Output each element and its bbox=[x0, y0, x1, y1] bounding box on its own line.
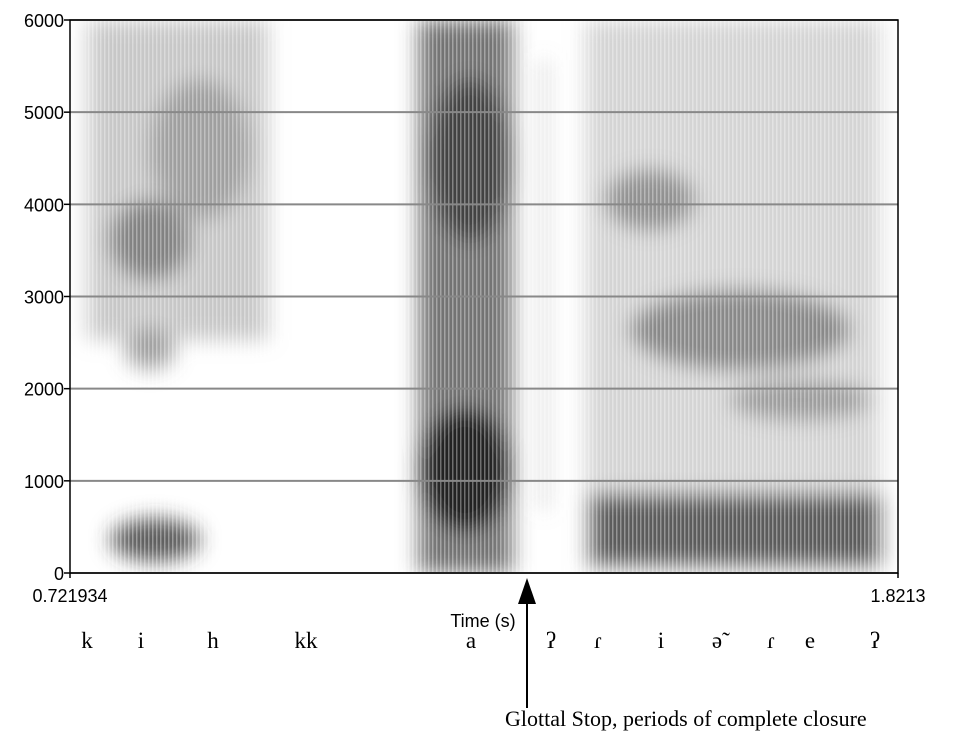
segment-label: ɾ bbox=[594, 628, 602, 653]
y-tick-label: 6000 bbox=[24, 11, 64, 31]
segment-label: kk bbox=[295, 628, 319, 653]
segment-label: a bbox=[466, 628, 476, 653]
segment-label: h bbox=[207, 628, 219, 653]
y-tick-label: 2000 bbox=[24, 380, 64, 400]
arrow-head bbox=[518, 578, 536, 604]
x-axis-label: Time (s) bbox=[450, 611, 515, 631]
x-tick-label: 1.8213 bbox=[870, 586, 925, 606]
y-tick-label: 4000 bbox=[24, 195, 64, 215]
annotation: Glottal Stop, periods of complete closur… bbox=[505, 706, 867, 731]
segment-label: ʔ bbox=[870, 628, 880, 653]
y-tick-label: 5000 bbox=[24, 103, 64, 123]
y-tick-label: 1000 bbox=[24, 472, 64, 492]
segment-label: i bbox=[658, 628, 664, 653]
x-tick-label: 0.721934 bbox=[32, 586, 107, 606]
segment-label: k bbox=[81, 628, 93, 653]
segment-label: e bbox=[805, 628, 815, 653]
segment-label: ə̃ bbox=[712, 628, 730, 653]
segment-label: ʔ bbox=[546, 628, 556, 653]
y-tick-label: 0 bbox=[54, 564, 64, 584]
segment-label: i bbox=[138, 628, 144, 653]
y-tick-label: 3000 bbox=[24, 288, 64, 308]
segment-label: ɾ bbox=[767, 628, 775, 653]
plot-frame bbox=[69, 19, 899, 574]
